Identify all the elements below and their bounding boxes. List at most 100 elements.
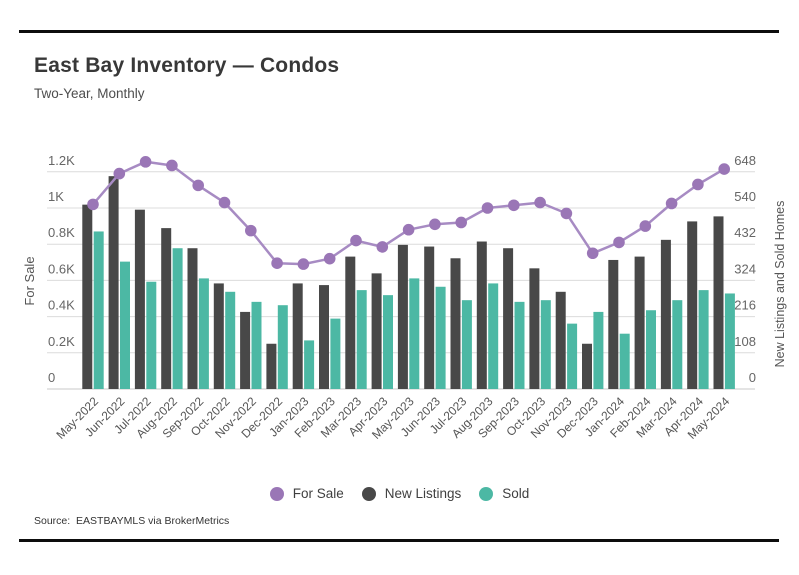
bar-new-listings (397, 244, 408, 389)
y-tick-label-left: 0.2K (48, 334, 75, 349)
bar-sold (435, 286, 446, 389)
y-tick-label-right: 324 (734, 261, 756, 276)
bar-sold (356, 290, 367, 389)
for-sale-point (560, 207, 573, 220)
bar-new-listings (108, 176, 119, 389)
y-tick-label-left: 1.2K (48, 153, 75, 168)
bar-new-listings (266, 343, 277, 389)
for-sale-point (323, 252, 336, 265)
bar-new-listings (345, 256, 356, 389)
for-sale-point (139, 156, 152, 168)
bar-new-listings (555, 291, 566, 389)
for-sale-point (429, 218, 441, 231)
for-sale-legend-dot-icon (269, 486, 284, 501)
left-axis-title: For Sale (22, 256, 37, 305)
for-sale-point (218, 196, 231, 209)
bar-new-listings (82, 204, 93, 389)
for-sale-point (718, 163, 730, 175)
bar-new-listings (292, 283, 303, 389)
source-note: Source: EASTBAYMLS via BrokerMetrics (34, 515, 230, 527)
bar-sold (383, 295, 393, 389)
for-sale-point (166, 159, 178, 172)
bar-new-listings (503, 248, 514, 389)
chart-title: East Bay Inventory — Condos (34, 54, 340, 77)
bar-sold (251, 301, 262, 389)
bar-new-listings (582, 343, 592, 389)
for-sale-point (613, 236, 625, 249)
for-sale-point (297, 258, 310, 270)
bar-new-listings (187, 248, 198, 389)
for-sale-point (402, 223, 415, 236)
bar-new-listings (529, 268, 540, 389)
bar-new-listings (161, 228, 172, 389)
bar-sold (304, 340, 315, 389)
sold-legend-dot-icon (479, 486, 494, 501)
for-sale-point (586, 247, 599, 260)
legend-label: New Listings (384, 486, 462, 501)
bar-new-listings (608, 259, 619, 389)
y-tick-label-right: 540 (734, 189, 756, 204)
bar-new-listings (134, 209, 145, 389)
legend-item-new-listings: New Listings (361, 486, 462, 501)
bar-new-listings (319, 285, 329, 389)
top-rule (19, 30, 779, 33)
bar-sold (146, 281, 157, 389)
new-listings-legend-dot-icon (361, 486, 376, 501)
bar-sold (461, 300, 472, 389)
bar-sold (93, 231, 104, 389)
y-tick-label-left: 0 (48, 370, 55, 385)
for-sale-point (508, 199, 520, 212)
y-tick-label-right: 432 (734, 225, 756, 240)
bar-sold (488, 283, 499, 389)
bar-sold (646, 310, 656, 389)
bar-sold (593, 311, 604, 389)
for-sale-point (455, 216, 468, 229)
bar-new-listings (660, 239, 671, 389)
bar-sold (225, 291, 236, 389)
bar-new-listings (213, 283, 224, 389)
y-tick-label-right: 108 (734, 334, 756, 349)
bar-sold (698, 290, 709, 389)
y-tick-label-left: 1K (48, 189, 64, 204)
bar-new-listings (687, 221, 698, 389)
for-sale-point (376, 241, 389, 253)
y-tick-label-right: 216 (734, 298, 756, 313)
for-sale-point (113, 167, 126, 180)
y-tick-label-right: 648 (734, 153, 756, 168)
for-sale-point (350, 234, 362, 247)
for-sale-point (87, 198, 99, 211)
for-sale-point (534, 196, 546, 209)
y-tick-label-left: 0.6K (48, 261, 75, 276)
bar-new-listings (240, 311, 251, 389)
bar-sold (540, 300, 551, 389)
chart-subtitle: Two-Year, Monthly (34, 86, 145, 101)
bar-sold (619, 333, 630, 389)
bottom-rule (19, 539, 779, 542)
bar-sold (330, 318, 341, 389)
bar-new-listings (424, 246, 435, 389)
for-sale-point (481, 202, 494, 214)
bar-sold (409, 278, 420, 389)
for-sale-point (692, 178, 704, 191)
legend-item-for-sale: For Sale (269, 486, 344, 501)
chart-legend: For Sale New Listings Sold (0, 486, 799, 501)
bar-sold (514, 301, 525, 389)
bar-new-listings (476, 241, 487, 389)
for-sale-point (271, 257, 283, 270)
bar-sold (277, 305, 288, 389)
bar-sold (198, 278, 209, 389)
for-sale-point (639, 220, 652, 232)
bar-new-listings (713, 216, 724, 389)
bar-new-listings (634, 256, 645, 389)
bar-sold (724, 293, 735, 389)
y-tick-label-left: 0.4K (48, 298, 75, 313)
for-sale-point (245, 224, 257, 237)
y-tick-label-right: 0 (749, 370, 756, 385)
bar-sold (567, 323, 578, 389)
bar-sold (672, 300, 683, 389)
for-sale-point (665, 197, 678, 210)
y-tick-label-left: 0.8K (48, 225, 75, 240)
legend-item-sold: Sold (479, 486, 529, 501)
